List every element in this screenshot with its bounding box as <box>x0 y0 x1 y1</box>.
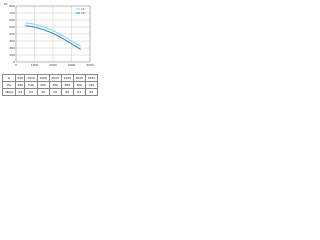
page: Pa 0 100 200 300 400 500 600 700 800 0 1000 2000 300… <box>0 0 100 107</box>
x-tick-label: 0 <box>15 63 17 67</box>
x-tick-label: 1000 <box>31 63 39 67</box>
table-cell: 1000 <box>24 74 38 82</box>
table-cell: 300 <box>72 81 86 89</box>
y-tick-label: 500 <box>9 25 15 29</box>
x-tick-label: 2000 <box>49 63 57 67</box>
y-tick-label: 200 <box>9 46 15 50</box>
table-cell: 64 <box>84 88 99 96</box>
table-cell: 52 <box>15 88 26 96</box>
x-tick-label: 3000 <box>68 63 76 67</box>
table-cell: 56 <box>36 88 50 96</box>
table-cell: 560 <box>15 81 26 89</box>
table-cell: 2000 <box>48 74 62 82</box>
table-cell: dB(A) <box>1 88 17 96</box>
legend-label: n1 <box>81 7 85 11</box>
table-cell: 62 <box>72 88 86 96</box>
table-cell: 54 <box>24 88 38 96</box>
table-cell: 220 <box>84 81 99 89</box>
y-tick-label: 100 <box>9 53 15 57</box>
table-cell: 500 <box>36 81 50 89</box>
data-table: Q 500 1000 1500 2000 2500 3000 3500 Pa 560 540 500 4… <box>1 74 99 96</box>
y-tick-label: 700 <box>9 11 15 15</box>
table-cell: 58 <box>48 88 62 96</box>
x-tick-label: 4000 <box>86 63 94 67</box>
table-cell: Pa <box>1 81 17 89</box>
table-cell: 1500 <box>36 74 50 82</box>
series-line <box>25 25 82 50</box>
table-row: dB(A) 52 54 56 58 60 62 64 <box>1 88 99 96</box>
series-line <box>25 22 82 48</box>
table-cell: 380 <box>60 81 74 89</box>
table-cell: 500 <box>15 74 26 82</box>
y-tick-label: 0 <box>13 60 15 64</box>
table-row: Pa 560 540 500 450 380 300 220 <box>1 81 99 89</box>
table-cell: 450 <box>48 81 62 89</box>
chart-title: Pa <box>4 2 8 6</box>
y-tick-label: 300 <box>9 39 15 43</box>
table-row: Q 500 1000 1500 2000 2500 3000 3500 <box>1 74 99 82</box>
table-cell: 60 <box>60 88 74 96</box>
table-cell: 3000 <box>72 74 86 82</box>
table-cell: 2500 <box>60 74 74 82</box>
table-cell: Q <box>1 74 17 82</box>
y-tick-label: 800 <box>9 4 15 8</box>
table-cell: 3500 <box>84 74 99 82</box>
y-tick-label: 400 <box>9 32 15 36</box>
table-cell: 540 <box>24 81 38 89</box>
y-tick-label: 600 <box>9 18 15 22</box>
legend-label: n2 <box>81 11 85 15</box>
